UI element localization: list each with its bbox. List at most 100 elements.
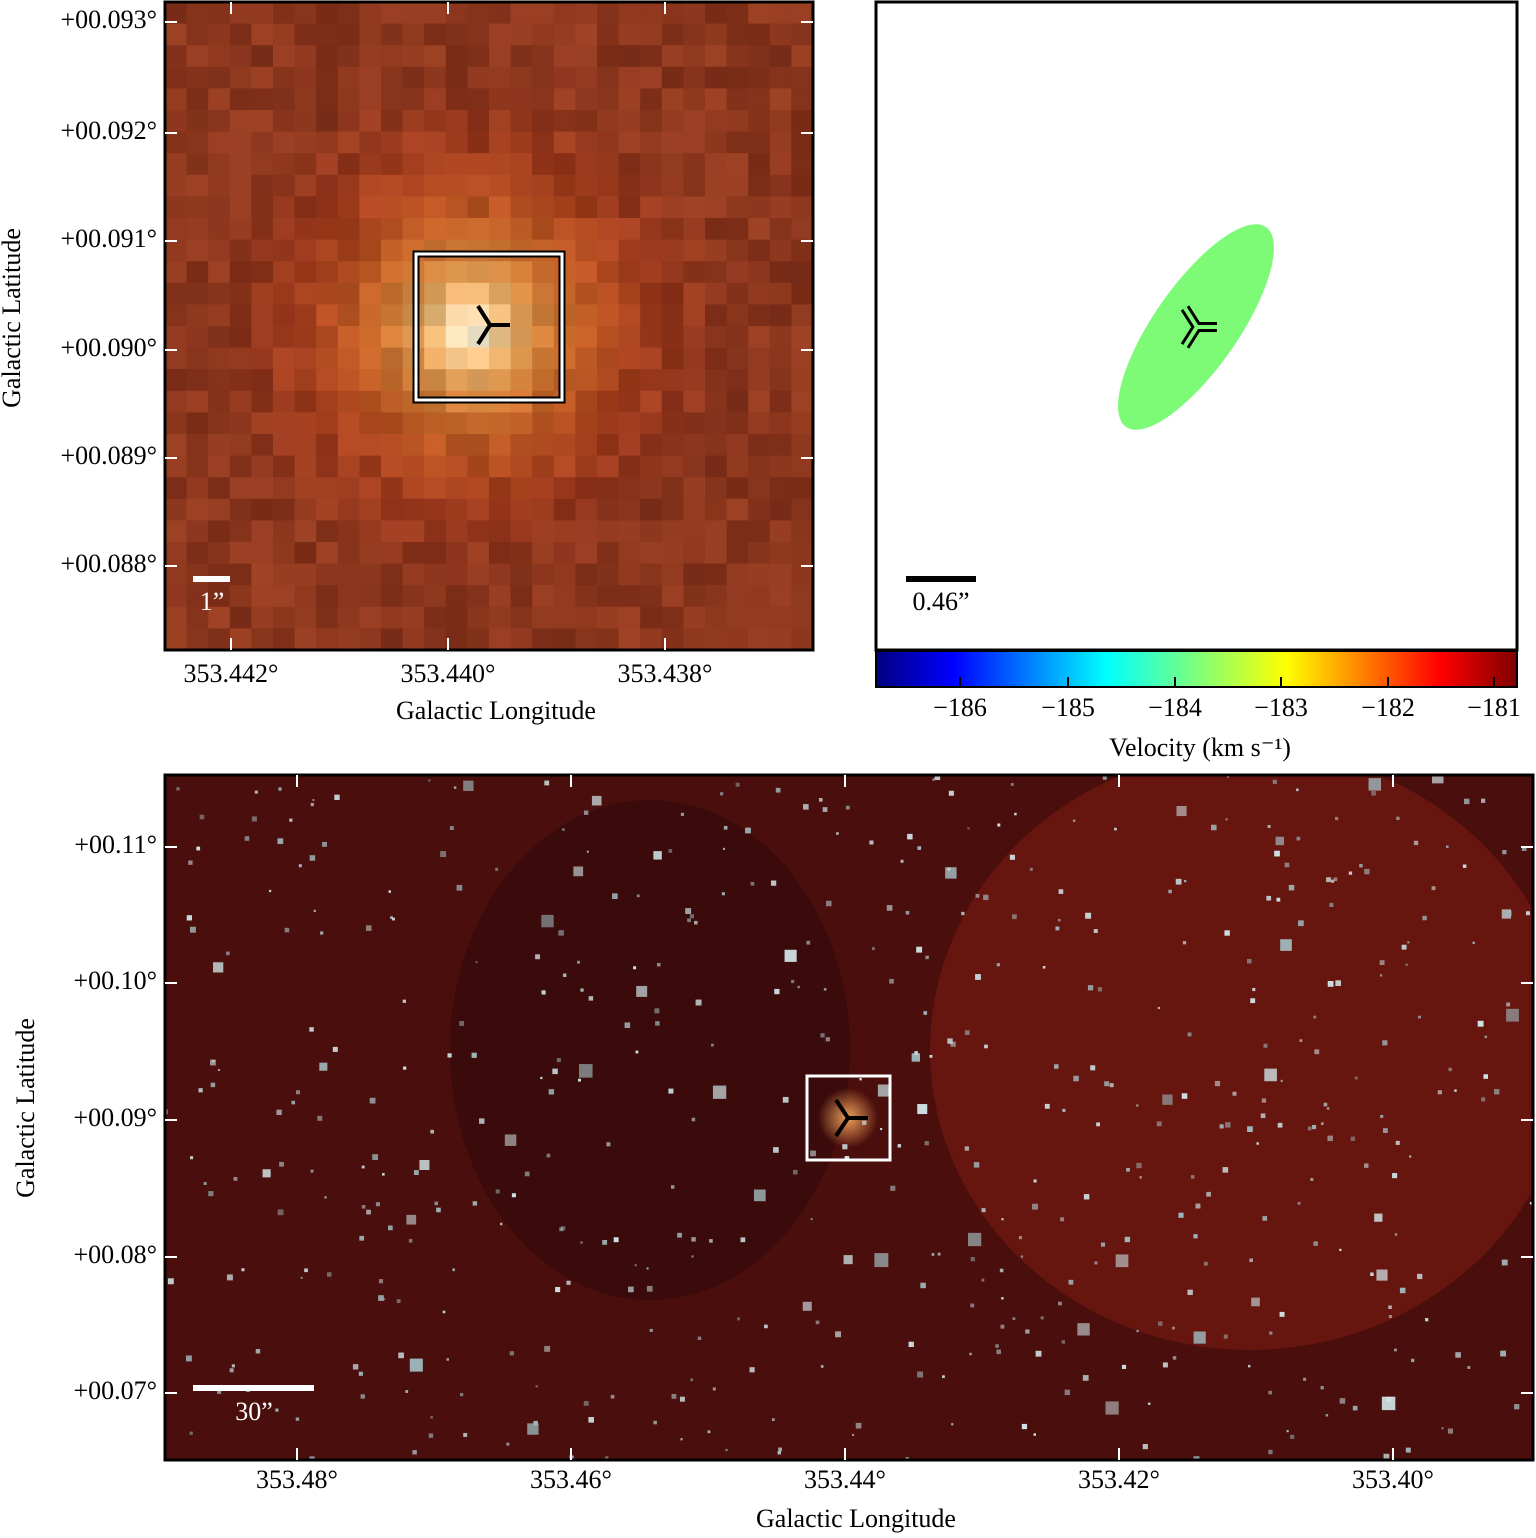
pixel — [575, 498, 598, 521]
zoom-box — [805, 1074, 892, 1162]
star — [375, 1202, 381, 1207]
image-wide — [165, 775, 1533, 1460]
star — [605, 1456, 609, 1460]
pixel — [661, 23, 684, 46]
colorbar-tick-label: −182 — [1361, 693, 1415, 722]
pixel — [316, 498, 339, 521]
star — [826, 900, 832, 907]
pixel — [316, 434, 339, 457]
star — [948, 790, 954, 796]
star — [996, 963, 1000, 967]
pixel — [424, 477, 447, 500]
star — [558, 930, 564, 936]
star — [1269, 1331, 1273, 1335]
star — [782, 1096, 789, 1103]
pixel — [640, 282, 663, 305]
pixel — [510, 110, 533, 133]
pixel — [467, 23, 490, 46]
star — [778, 1447, 782, 1452]
star — [1042, 965, 1046, 969]
pixel — [273, 153, 296, 176]
pixel — [359, 88, 382, 111]
pixel — [251, 131, 274, 154]
star — [712, 1387, 716, 1391]
x-tick-label: 353.46° — [530, 1465, 612, 1494]
star — [412, 1450, 417, 1455]
pixel — [445, 498, 468, 521]
pixel — [705, 347, 728, 370]
star — [185, 1355, 192, 1362]
pixel — [661, 282, 684, 305]
pixel — [294, 498, 317, 521]
star — [1062, 1108, 1066, 1112]
star — [917, 1104, 928, 1115]
pixel — [683, 455, 706, 478]
pixel — [273, 542, 296, 565]
star — [1058, 889, 1064, 894]
star — [1312, 1124, 1317, 1130]
pixel — [683, 153, 706, 176]
pixel — [661, 326, 684, 349]
pixel — [402, 196, 425, 219]
pixel — [705, 520, 728, 543]
pixel — [661, 606, 684, 629]
pixel — [445, 326, 468, 349]
pixel — [597, 585, 620, 608]
star — [1193, 1456, 1200, 1460]
star — [413, 1170, 419, 1176]
pixel — [575, 455, 598, 478]
pixel — [359, 628, 382, 650]
pixel — [445, 153, 468, 176]
pixel — [748, 261, 771, 284]
pixel — [165, 304, 188, 327]
pixel — [510, 563, 533, 586]
star — [695, 999, 702, 1006]
star — [973, 1162, 980, 1168]
star — [1514, 1404, 1520, 1410]
star — [628, 1286, 634, 1293]
pixel — [791, 110, 813, 133]
pixel — [208, 369, 231, 392]
star — [186, 915, 192, 921]
star — [1307, 1126, 1312, 1131]
star — [1379, 960, 1385, 966]
pixel — [337, 455, 360, 478]
star — [1190, 1175, 1195, 1179]
frame — [163, 0, 815, 652]
pixel — [165, 2, 188, 25]
pixel — [165, 23, 188, 46]
star — [1136, 1104, 1139, 1107]
pixel — [683, 390, 706, 413]
star — [1182, 941, 1187, 945]
star — [449, 826, 454, 830]
star — [1158, 1321, 1163, 1326]
pixel — [618, 326, 641, 349]
pixel — [618, 347, 641, 370]
pixel — [597, 153, 620, 176]
star — [735, 782, 740, 787]
star — [1178, 1212, 1184, 1218]
star — [1064, 1389, 1071, 1396]
pixel — [705, 174, 728, 197]
star — [471, 1052, 477, 1058]
pixel — [489, 304, 512, 327]
pixel — [381, 412, 404, 435]
pixel — [251, 261, 274, 284]
star — [217, 1068, 220, 1071]
star — [1472, 941, 1475, 945]
pixel — [445, 412, 468, 435]
pixel — [359, 218, 382, 241]
y-tick-label: +00.07° — [73, 1376, 157, 1405]
star — [1261, 1098, 1267, 1103]
pixel — [273, 239, 296, 262]
star — [1364, 1163, 1369, 1168]
pixel — [640, 218, 663, 241]
pixel — [640, 239, 663, 262]
pixel — [186, 239, 209, 262]
pixel — [553, 153, 576, 176]
pixel — [553, 218, 576, 241]
star — [791, 979, 795, 984]
pixel — [251, 390, 274, 413]
star — [1525, 911, 1530, 916]
pixel — [467, 606, 490, 629]
